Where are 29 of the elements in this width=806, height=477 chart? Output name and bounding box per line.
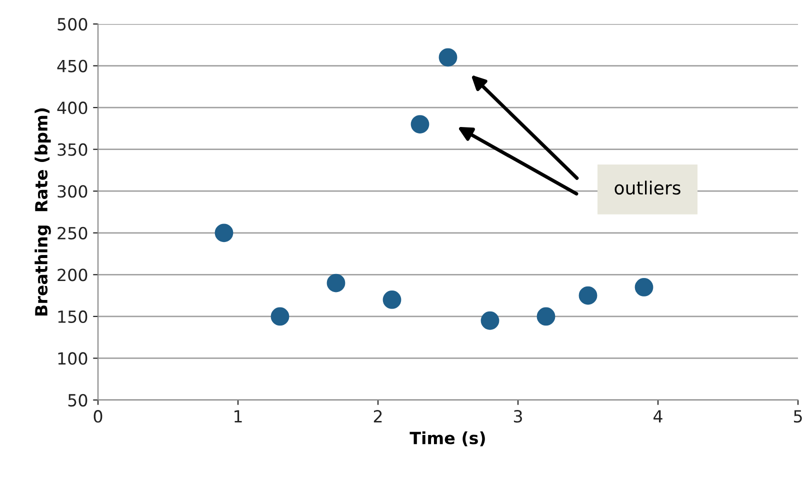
point: [578, 286, 598, 305]
x-tick-label: 4: [654, 410, 662, 422]
y-tick-label: 250: [58, 226, 88, 240]
y-tick-label: 400: [57, 102, 88, 114]
y-tick-label: 50: [68, 394, 88, 407]
x-tick-label: 2: [374, 410, 382, 422]
point: [536, 307, 556, 326]
annotation: outliers: [614, 180, 680, 195]
x-axis-title: Time (s): [410, 431, 485, 446]
x-tick-label: 0: [94, 410, 102, 423]
point: [382, 290, 402, 309]
point: [326, 274, 346, 292]
y-tick-label: 150: [58, 310, 88, 324]
point: [270, 307, 290, 326]
point: [480, 311, 500, 330]
x-tick-label: 1: [234, 410, 242, 422]
point: [634, 278, 654, 296]
y-tick-label: 450: [57, 60, 88, 72]
point: [214, 224, 234, 242]
y-tick-label: 300: [58, 185, 88, 198]
y-tick-label: 500: [58, 18, 88, 31]
point: [410, 115, 430, 134]
y-tick-label: 100: [58, 352, 88, 365]
x-tick-label: 3: [514, 410, 522, 423]
point: [438, 48, 458, 67]
y-tick-label: 350: [58, 143, 88, 156]
y-axis-title: Breathing Rate (bpm): [34, 108, 51, 316]
y-tick-label: 200: [58, 268, 88, 282]
x-tick-label: 5: [794, 410, 802, 423]
